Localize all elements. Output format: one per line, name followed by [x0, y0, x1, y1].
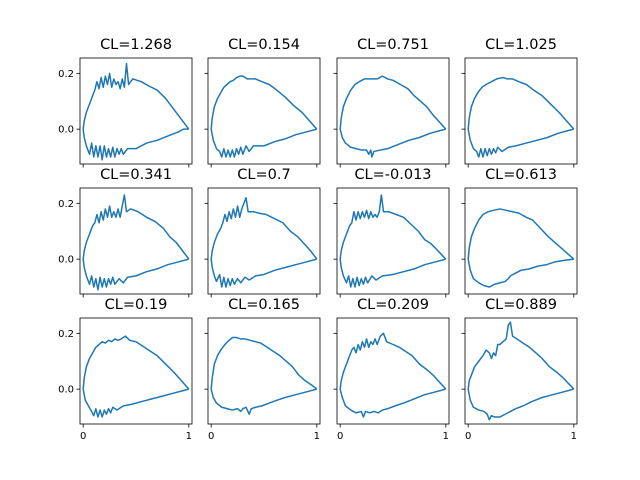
- series-line: [467, 208, 575, 288]
- subplot-panel: CL=0.154: [204, 37, 321, 168]
- subplot-title: CL=0.613: [485, 167, 557, 183]
- x-tick-label: 0: [80, 431, 86, 442]
- x-tick-label: 1: [443, 431, 449, 442]
- subplot-title: CL=0.751: [357, 37, 429, 53]
- series-line: [210, 75, 318, 158]
- axes-frame: [79, 317, 193, 425]
- axes-frame: [336, 317, 450, 425]
- y-tick-label: 0.0: [58, 125, 74, 136]
- axes-frame: [464, 317, 578, 425]
- series-line: [210, 336, 318, 415]
- y-tick-label: 0.2: [58, 69, 74, 80]
- series-line: [210, 197, 318, 288]
- series-line: [339, 194, 447, 288]
- subplot-title: CL=0.165: [228, 297, 300, 313]
- series-line: [82, 335, 190, 418]
- y-tick-label: 0.2: [58, 199, 74, 210]
- axes-frame: [207, 57, 321, 165]
- subplot-panel: CL=0.341 0.0 0.2: [58, 167, 193, 298]
- subplot-title: CL=1.268: [100, 37, 172, 53]
- subplot-title: CL=-0.013: [354, 167, 431, 183]
- x-tick-label: 1: [571, 431, 577, 442]
- y-tick-label: 0.2: [58, 329, 74, 340]
- subplot-panel: CL=0.7: [204, 167, 321, 298]
- subplot-title: CL=0.154: [228, 37, 300, 53]
- series-line: [82, 62, 190, 161]
- axes-frame: [79, 57, 193, 165]
- x-tick-label: 1: [314, 431, 320, 442]
- subplot-panel: CL=0.165 0 1: [204, 297, 321, 442]
- axes-frame: [464, 57, 578, 165]
- axes-frame: [207, 187, 321, 295]
- series-line: [82, 194, 190, 291]
- subplot-panel: CL=-0.013: [333, 167, 450, 298]
- axes-frame: [336, 187, 450, 295]
- series-line: [339, 332, 447, 418]
- subplot-panel: CL=0.751: [333, 37, 450, 168]
- subplot-panel: CL=1.268 0.0 0.2: [58, 37, 193, 168]
- subplot-panel: CL=0.19 0 1 0.0 0.2: [58, 297, 193, 442]
- series-line: [339, 75, 447, 158]
- subplot-title: CL=0.889: [485, 297, 557, 313]
- series-line: [467, 321, 575, 421]
- series-line: [467, 76, 575, 158]
- axes-frame: [207, 317, 321, 425]
- x-tick-label: 1: [186, 431, 192, 442]
- subplot-title: CL=0.341: [100, 167, 172, 183]
- x-tick-label: 0: [337, 431, 343, 442]
- x-tick-label: 0: [208, 431, 214, 442]
- axes-frame: [79, 187, 193, 295]
- subplot-title: CL=0.19: [105, 297, 168, 313]
- y-tick-label: 0.0: [58, 385, 74, 396]
- x-tick-label: 0: [465, 431, 471, 442]
- subplot-title: CL=0.7: [237, 167, 290, 183]
- subplot-panel: CL=1.025: [461, 37, 578, 168]
- subplot-panel: CL=0.209 0 1: [333, 297, 450, 442]
- axes-frame: [336, 57, 450, 165]
- axes-frame: [464, 187, 578, 295]
- subplot-title: CL=1.025: [485, 37, 557, 53]
- y-tick-label: 0.0: [58, 255, 74, 266]
- subplot-panel: CL=0.613: [461, 167, 578, 298]
- subplot-title: CL=0.209: [357, 297, 429, 313]
- subplot-panel: CL=0.889 0 1: [461, 297, 578, 442]
- panels-group: CL=1.268 0.0 0.2 CL=0.154 CL=0.751 CL=1.025 CL…: [58, 37, 578, 442]
